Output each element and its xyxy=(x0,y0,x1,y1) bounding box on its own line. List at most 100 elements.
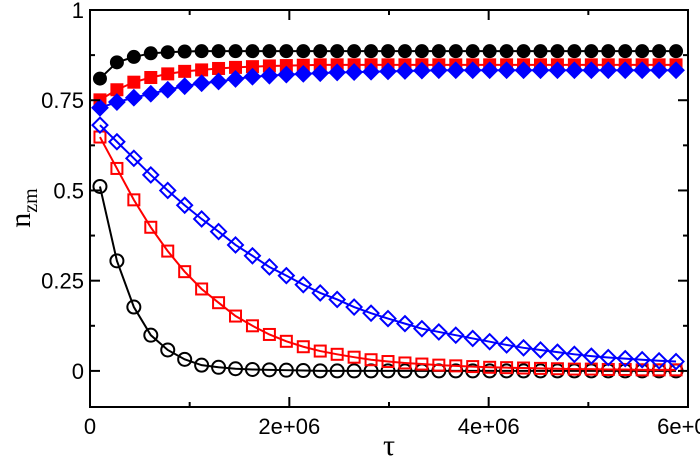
data-point-circle xyxy=(329,363,345,379)
data-point-square xyxy=(364,353,378,367)
data-point-diamond xyxy=(260,66,279,85)
data-point-diamond xyxy=(463,61,482,80)
data-point-circle xyxy=(533,44,548,59)
data-point-circle xyxy=(244,361,260,377)
data-point-circle xyxy=(669,44,684,59)
data-point-circle xyxy=(92,178,108,194)
data-point-square xyxy=(127,75,141,89)
data-point-square xyxy=(195,282,209,296)
x-tick-label: 4e+06 xyxy=(458,414,520,439)
data-point-diamond xyxy=(141,166,160,184)
data-point-diamond xyxy=(362,62,380,81)
data-point-diamond xyxy=(497,336,516,354)
series-2 xyxy=(91,61,685,117)
data-point-circle xyxy=(347,44,362,59)
data-point-diamond xyxy=(599,61,618,80)
data-point-circle xyxy=(126,49,141,64)
data-point-circle xyxy=(126,299,142,315)
data-point-square xyxy=(229,309,243,323)
data-point-diamond xyxy=(633,61,652,80)
data-point-diamond xyxy=(548,61,567,80)
x-tick-label: 6e+06 xyxy=(657,414,700,439)
data-point-diamond xyxy=(311,284,330,302)
data-point-square xyxy=(262,327,276,341)
series-4 xyxy=(93,130,683,377)
data-point-diamond xyxy=(91,116,109,135)
data-point-diamond xyxy=(379,62,397,81)
data-point-diamond xyxy=(226,70,245,88)
data-point-diamond xyxy=(124,149,143,168)
data-point-diamond xyxy=(294,275,313,294)
data-point-circle xyxy=(397,363,413,379)
data-point-diamond xyxy=(497,61,516,80)
data-point-diamond xyxy=(531,341,550,359)
y-tick-label: 1 xyxy=(72,0,84,23)
data-point-diamond xyxy=(531,61,550,80)
data-point-diamond xyxy=(362,304,380,323)
data-point-circle xyxy=(261,362,277,378)
y-axis-label-main: n xyxy=(4,213,37,228)
data-point-diamond xyxy=(175,77,194,96)
data-point-circle xyxy=(177,44,192,59)
data-point-circle xyxy=(109,253,125,269)
data-point-diamond xyxy=(667,352,685,371)
data-point-circle xyxy=(211,44,226,59)
data-point-diamond xyxy=(412,61,431,80)
y-tick-label: 0.5 xyxy=(53,178,84,203)
y-axis-label-subscript: zm xyxy=(20,188,42,213)
data-point-circle xyxy=(567,44,582,59)
data-point-circle xyxy=(499,44,514,59)
data-point-square xyxy=(144,220,158,234)
data-point-square xyxy=(533,361,547,375)
data-point-square xyxy=(618,362,632,376)
data-point-diamond xyxy=(565,61,584,80)
data-point-diamond xyxy=(616,349,635,368)
data-point-circle xyxy=(601,44,616,59)
data-point-square xyxy=(669,363,683,377)
data-point-diamond xyxy=(345,298,364,316)
data-point-circle xyxy=(482,44,497,59)
data-point-square xyxy=(212,296,226,310)
data-point-diamond xyxy=(582,61,601,80)
data-point-square xyxy=(110,161,124,175)
data-point-square xyxy=(500,361,514,375)
data-point-square xyxy=(178,265,192,279)
data-point-circle xyxy=(177,351,193,367)
data-point-diamond xyxy=(158,80,177,99)
data-point-circle xyxy=(635,44,650,59)
data-point-diamond xyxy=(209,222,228,241)
data-point-diamond xyxy=(650,61,669,80)
data-point-square xyxy=(279,334,293,348)
data-point-circle xyxy=(160,342,176,358)
data-point-diamond xyxy=(311,64,330,83)
data-point-diamond xyxy=(141,84,160,103)
data-point-diamond xyxy=(514,61,533,80)
data-point-square xyxy=(178,64,192,78)
data-point-circle xyxy=(584,44,599,59)
data-point-square xyxy=(347,350,361,364)
series-0 xyxy=(92,44,684,86)
data-point-diamond xyxy=(633,350,652,369)
data-point-diamond xyxy=(91,98,109,117)
y-axis-label: nzm xyxy=(4,188,42,228)
data-point-diamond xyxy=(294,64,313,83)
data-point-diamond xyxy=(328,290,347,309)
data-point-diamond xyxy=(328,63,347,82)
y-tick-label: 0.75 xyxy=(41,88,84,113)
data-point-circle xyxy=(465,44,480,59)
data-point-diamond xyxy=(667,61,685,80)
data-point-diamond xyxy=(565,345,584,364)
data-point-square xyxy=(296,340,310,354)
data-point-circle xyxy=(143,327,159,343)
y-tick-label: 0.25 xyxy=(41,269,84,294)
data-point-square xyxy=(161,67,175,81)
data-point-diamond xyxy=(192,210,211,228)
data-point-circle xyxy=(550,44,565,59)
data-point-diamond xyxy=(599,348,618,367)
data-point-square xyxy=(432,358,446,372)
data-point-square xyxy=(144,70,158,84)
data-point-square xyxy=(212,61,226,75)
data-point-diamond xyxy=(446,326,465,345)
data-point-diamond xyxy=(616,61,635,80)
